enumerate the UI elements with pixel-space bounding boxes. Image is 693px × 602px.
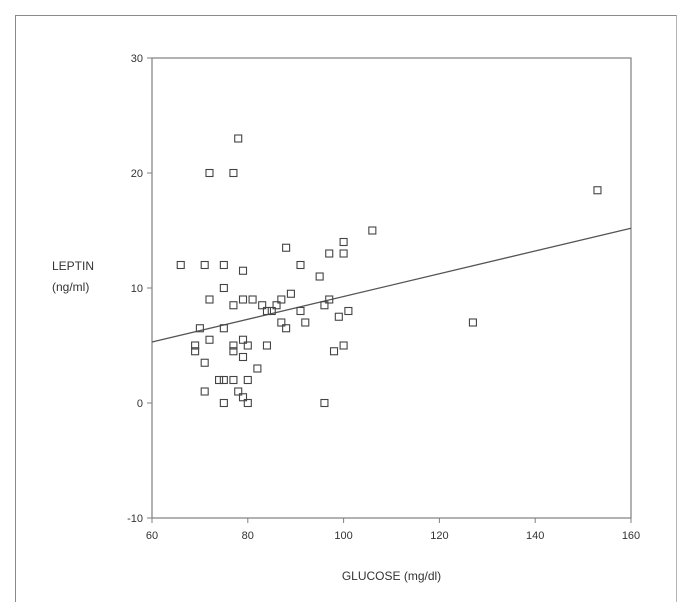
data-point: [229, 168, 238, 178]
data-point: [468, 318, 477, 327]
regression-line: [151, 227, 632, 343]
regression-line-group: [151, 227, 632, 343]
y-tick-label: -10: [127, 513, 143, 525]
data-point: [234, 134, 243, 143]
data-point: [253, 364, 262, 373]
data-point: [238, 352, 248, 362]
data-point: [176, 260, 185, 270]
data-point: [243, 375, 252, 385]
data-point: [229, 341, 238, 350]
data-point: [339, 249, 348, 258]
data-point: [368, 226, 377, 235]
data-point: [334, 312, 343, 321]
data-point: [296, 260, 305, 270]
data-point: [248, 295, 257, 304]
data-point: [258, 301, 267, 310]
data-point: [238, 266, 248, 275]
data-point: [325, 295, 334, 304]
x-axis-title: GLUCOSE (mg/dl): [342, 569, 441, 583]
plot-frame: [151, 57, 632, 519]
y-tick-label: 0: [137, 398, 143, 410]
data-point: [215, 375, 224, 385]
data-point: [229, 347, 238, 356]
data-point: [262, 341, 272, 350]
axis-labels: -10 0 10 20 30 60 80 100 120 140 160 GLUCOSE (mg/dl…: [52, 53, 640, 583]
y-axis-title-line: LEPTIN: [52, 259, 94, 273]
data-point: [195, 324, 204, 333]
data-point: [277, 295, 286, 304]
data-point: [234, 387, 243, 396]
data-point: [339, 341, 348, 350]
data-point: [329, 347, 339, 356]
x-tick-label: 140: [526, 530, 544, 542]
data-point: [320, 301, 329, 310]
data-point: [243, 341, 252, 350]
data-point: [238, 393, 248, 402]
data-point: [219, 260, 228, 270]
data-point: [205, 295, 214, 304]
data-points: [176, 134, 602, 408]
data-point: [282, 243, 291, 252]
data-point: [191, 341, 200, 350]
data-point: [238, 295, 248, 304]
data-point: [219, 283, 228, 293]
data-point: [301, 318, 310, 327]
data-point: [267, 306, 276, 316]
axes: [147, 57, 632, 523]
data-point: [238, 335, 248, 344]
data-point: [205, 335, 214, 344]
data-point: [296, 306, 305, 316]
data-point: [262, 306, 272, 316]
data-point: [219, 398, 228, 408]
data-point: [200, 358, 209, 367]
data-point: [205, 168, 214, 178]
x-tick-label: 160: [622, 530, 640, 542]
data-point: [339, 237, 348, 247]
data-point: [243, 398, 252, 408]
x-tick-label: 80: [242, 530, 254, 542]
data-point: [200, 260, 209, 270]
y-tick-label: 20: [131, 168, 143, 180]
data-point: [593, 186, 602, 195]
x-tick-label: 120: [430, 530, 448, 542]
data-point: [229, 301, 238, 310]
data-point: [282, 324, 291, 333]
data-point: [200, 387, 209, 396]
data-point: [320, 398, 329, 408]
data-point: [191, 347, 200, 356]
data-point: [277, 318, 286, 327]
data-point: [344, 306, 353, 316]
data-point: [272, 301, 281, 310]
data-point: [229, 375, 238, 385]
y-axis-title-line: (ng/ml): [52, 280, 89, 294]
x-tick-label: 60: [146, 530, 158, 542]
y-tick-label: 10: [131, 283, 143, 295]
data-point: [325, 249, 334, 258]
data-point: [219, 324, 228, 333]
data-point: [286, 289, 295, 298]
y-tick-label: 30: [131, 53, 143, 65]
figure-frame: [15, 15, 677, 602]
data-point: [315, 272, 324, 281]
data-point: [219, 375, 228, 385]
x-tick-label: 100: [334, 530, 352, 542]
